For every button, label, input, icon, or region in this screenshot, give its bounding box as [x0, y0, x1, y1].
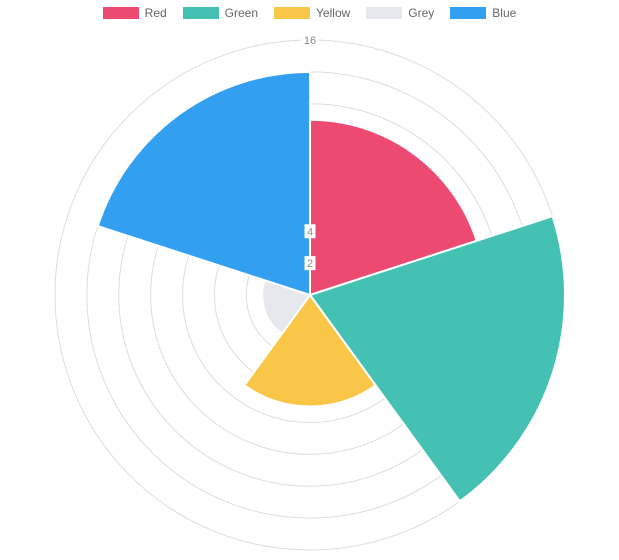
r-tick-label: 2 [307, 258, 313, 270]
slice-blue[interactable] [98, 72, 310, 295]
chart-canvas: 2 4 16 [0, 0, 619, 560]
polar-area-chart: RedGreenYellowGreyBlue 2416 [0, 0, 619, 560]
slice-layer [98, 72, 565, 501]
r-tick-label: 4 [307, 226, 313, 238]
r-tick-label: 16 [304, 35, 316, 47]
